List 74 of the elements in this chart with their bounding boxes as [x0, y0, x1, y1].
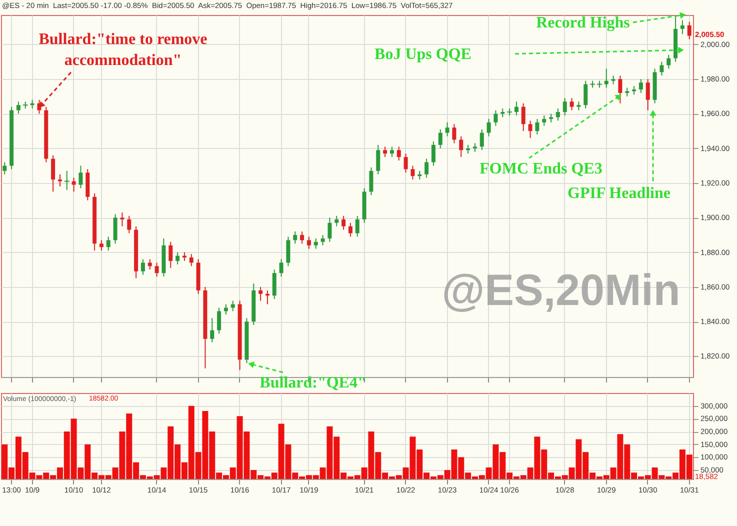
- candlestick: [279, 258, 284, 278]
- candlestick: [369, 166, 374, 196]
- annotation: @ES,20Min: [442, 266, 680, 316]
- candlestick: [176, 252, 180, 265]
- candlestick: [99, 240, 104, 252]
- candlestick: [127, 215, 132, 234]
- candlestick: [272, 269, 276, 300]
- candlestick: [16, 101, 20, 114]
- candlestick: [51, 154, 56, 192]
- annotation: BoJ Ups QQE: [374, 46, 472, 63]
- candlestick: [535, 118, 540, 136]
- candlestick: [390, 146, 394, 158]
- candlestick: [140, 258, 145, 276]
- candlestick: [258, 286, 263, 302]
- candlestick: [342, 215, 346, 230]
- candlestick: [286, 236, 290, 267]
- candlestick: [480, 128, 484, 151]
- candlestick: [293, 231, 298, 244]
- candlestick: [383, 146, 388, 158]
- candlestick: [148, 258, 152, 270]
- candlestick: [189, 254, 194, 267]
- candlestick: [334, 215, 339, 227]
- candlestick: [424, 158, 429, 178]
- candlestick: [445, 122, 450, 137]
- candlestick: [106, 236, 110, 252]
- candlestick: [459, 136, 464, 158]
- candlestick: [314, 238, 318, 250]
- candlestick: [348, 222, 352, 238]
- candlestick: [300, 231, 304, 244]
- candlestick: [584, 80, 588, 110]
- candlestick: [328, 217, 332, 242]
- candlestick: [2, 162, 7, 175]
- candlestick: [404, 153, 408, 174]
- annotation: Bullard:"QE4": [260, 374, 366, 392]
- candlestick: [604, 68, 608, 88]
- candlestick: [64, 170, 70, 190]
- candlestick: [556, 108, 560, 122]
- candlestick: [618, 75, 622, 104]
- candlestick: [687, 21, 692, 40]
- candlestick: [562, 98, 567, 116]
- candlestick: [376, 144, 380, 175]
- candlestick: [168, 241, 173, 268]
- annotation: GPIF Headline: [568, 185, 670, 202]
- candlestick: [646, 78, 650, 111]
- candlestick: [452, 124, 456, 144]
- candlestick: [210, 318, 214, 343]
- candlestick: [355, 215, 360, 238]
- candlestick: [396, 146, 401, 161]
- candlestick: [320, 234, 325, 246]
- candlestick: [306, 236, 311, 250]
- candlestick: [438, 128, 442, 149]
- candlestick: [120, 212, 124, 227]
- candlestick: [570, 98, 574, 111]
- candlestick: [494, 110, 498, 126]
- candlestick: [217, 307, 222, 334]
- candlestick: [542, 114, 546, 126]
- candlestick: [78, 165, 83, 189]
- candlestick: [154, 262, 159, 278]
- candlestick: [514, 101, 518, 116]
- candlestick: [521, 102, 526, 132]
- annotation: Bullard:"time to remove accommodation": [38, 31, 208, 69]
- candlestick: [528, 120, 532, 138]
- candlestick: [680, 20, 684, 35]
- candlestick: [486, 118, 491, 137]
- candlestick: [224, 304, 228, 316]
- candlestick: [660, 61, 664, 76]
- candlestick: [638, 78, 643, 94]
- candlestick: [666, 54, 671, 70]
- candlestick: [431, 140, 436, 166]
- candlestick: [58, 174, 62, 187]
- annotation: Record Highs: [536, 14, 630, 32]
- candlestick: [113, 214, 118, 244]
- annotation: FOMC Ends QE3: [480, 160, 602, 178]
- candlestick: [410, 165, 415, 180]
